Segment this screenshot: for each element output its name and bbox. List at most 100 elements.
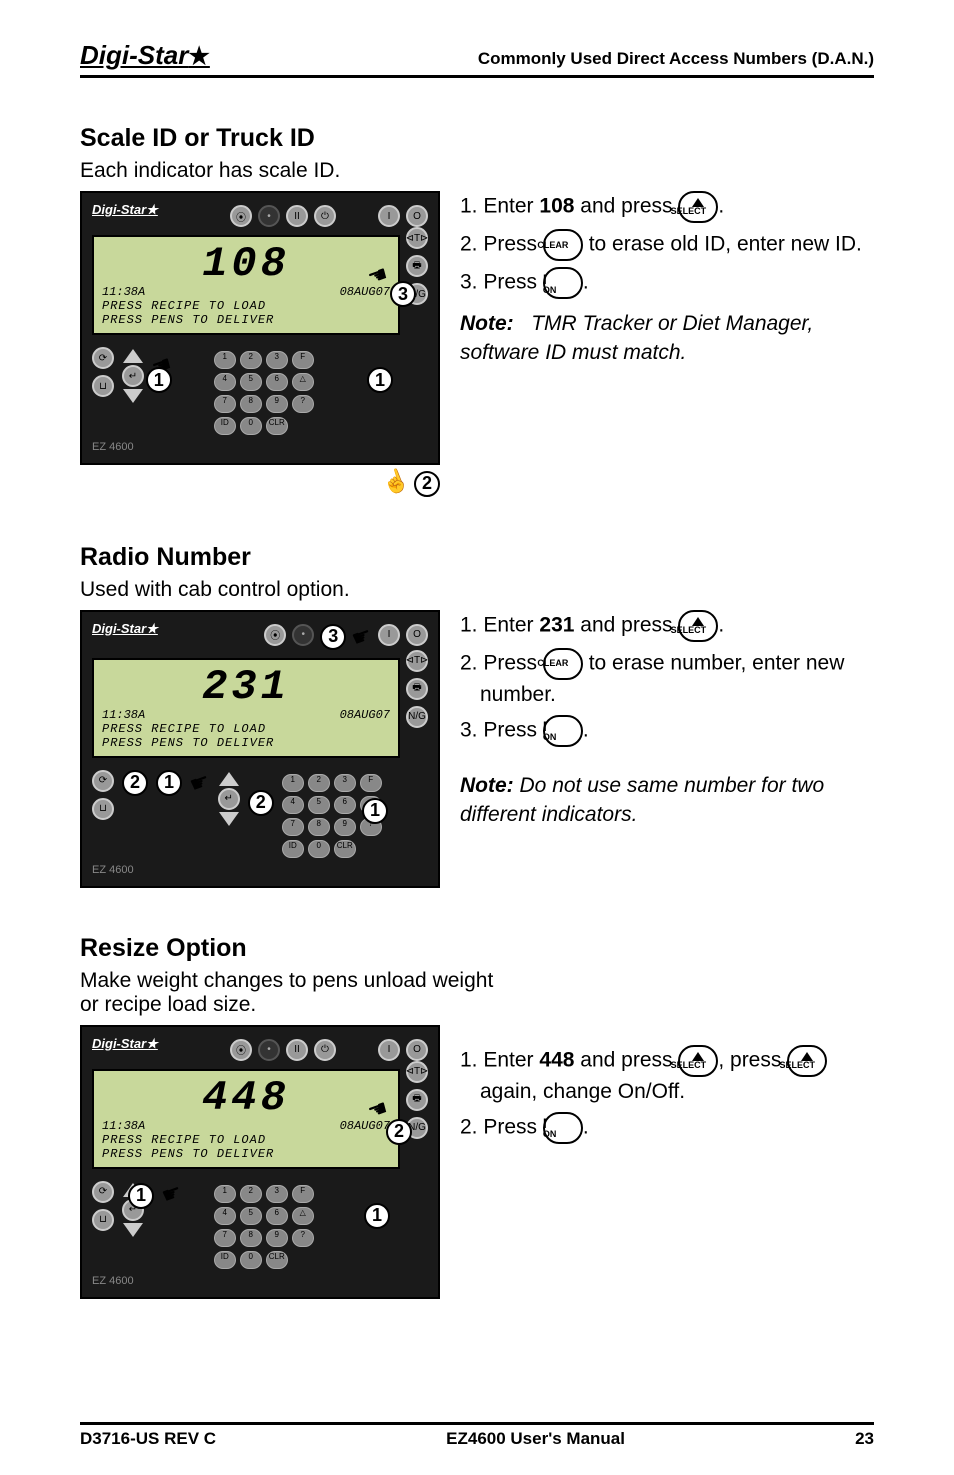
footer-center: EZ4600 User's Manual: [446, 1429, 625, 1449]
clear-icon: CLEAR: [543, 229, 583, 261]
dot-button: •: [258, 205, 280, 227]
tare-button: ⊲T⊳: [406, 1061, 428, 1083]
display-line1: PRESS RECIPE TO LOAD: [102, 1133, 390, 1147]
display-value: 448: [102, 1077, 390, 1119]
pens-button: ⊔: [92, 798, 114, 820]
off-button: O: [406, 205, 428, 227]
device-model: EZ 4600: [92, 1275, 428, 1287]
down-arrow-icon: [123, 1223, 143, 1237]
logo-text: Digi-Star: [80, 40, 188, 70]
step-badge-3: 3: [390, 281, 416, 307]
step-1: 1. Enter 448 and press SELECT, press SEL…: [460, 1045, 874, 1106]
display-time: 11:38A: [102, 1119, 145, 1133]
hand-icon: ☛: [186, 767, 213, 798]
display-line2: PRESS PENS TO DELIVER: [102, 313, 390, 327]
device-illustration: Digi-Star★ ⦿ • II ⏻ I O 448 11:38: [80, 1025, 440, 1299]
section-title: Radio Number: [80, 543, 874, 572]
step-2: 2. Press CLEAR to erase number, enter ne…: [460, 648, 874, 709]
page-footer: D3716-US REV C EZ4600 User's Manual 23: [80, 1422, 874, 1449]
on-off-button: ⏻: [314, 1039, 336, 1061]
device-logo: Digi-Star★: [92, 1036, 158, 1051]
device-display: 108 11:38A 08AUG07 PRESS RECIPE TO LOAD …: [92, 235, 400, 335]
section-resize-option: Resize Option Make weight changes to pen…: [80, 934, 874, 1299]
keypad: 123F 456△ 789? ID0CLR: [214, 351, 314, 435]
device-model: EZ 4600: [92, 864, 428, 876]
note: Note: TMR Tracker or Diet Manager, softw…: [460, 309, 874, 368]
step-badge-2b: 2: [248, 790, 274, 816]
zero-button: ⦿: [230, 205, 252, 227]
dot-button: •: [258, 1039, 280, 1061]
footer-right: 23: [855, 1429, 874, 1449]
step-3: 3. Press ION.: [460, 715, 874, 747]
clear-key: CLR: [266, 417, 288, 435]
on-icon: ION: [543, 1112, 583, 1144]
section-title: Resize Option: [80, 934, 874, 963]
recipe-button: ⟳: [92, 347, 114, 369]
note: Note: Do not use same number for two dif…: [460, 771, 874, 830]
hand-icon: ☝: [379, 465, 414, 499]
step-badge-2: 2: [122, 770, 148, 796]
hand-icon: ☛: [348, 621, 375, 652]
on-off-button: ⏻: [314, 205, 336, 227]
enter-button: ↵: [218, 788, 240, 810]
select-icon: SELECT: [787, 1045, 827, 1077]
step-badge-1: 1: [364, 1203, 390, 1229]
zero-button: ⦿: [230, 1039, 252, 1061]
section-scale-id: Scale ID or Truck ID Each indicator has …: [80, 124, 874, 497]
device-display: 448 11:38A 08AUG07 PRESS RECIPE TO LOAD …: [92, 1069, 400, 1169]
select-icon: SELECT: [678, 1045, 718, 1077]
on-icon: ION: [543, 267, 583, 299]
hold-button: II: [286, 205, 308, 227]
step-badge-3: 3: [320, 624, 346, 650]
on-icon: ION: [543, 715, 583, 747]
down-arrow-icon: [123, 389, 143, 403]
device-illustration: Digi-Star★ ⦿ • 3 ☛ I O 231 11:38A: [80, 610, 440, 888]
step-1: 1. Enter 108 and press SELECT.: [460, 191, 874, 223]
select-key: △: [292, 373, 314, 391]
footer-left: D3716-US REV C: [80, 1429, 216, 1449]
display-value: 231: [102, 666, 390, 708]
display-line1: PRESS RECIPE TO LOAD: [102, 299, 390, 313]
display-line1: PRESS RECIPE TO LOAD: [102, 722, 390, 736]
display-time: 11:38A: [102, 285, 145, 299]
step-badge-1b: 1: [156, 770, 182, 796]
hand-icon: ☛: [158, 1178, 185, 1209]
on-button: I: [378, 205, 400, 227]
zero-button: ⦿: [264, 624, 286, 646]
on-button: I: [378, 624, 400, 646]
on-button: I: [378, 1039, 400, 1061]
select-icon: SELECT: [678, 610, 718, 642]
device-display: 231 11:38A 08AUG07 PRESS RECIPE TO LOAD …: [92, 658, 400, 758]
tare-button: ⊲T⊳: [406, 650, 428, 672]
section-title: Scale ID or Truck ID: [80, 124, 874, 153]
enter-button: ↵: [122, 365, 144, 387]
page-header: Digi-Star★ Commonly Used Direct Access N…: [80, 40, 874, 78]
section-radio-number: Radio Number Used with cab control optio…: [80, 543, 874, 888]
display-time: 11:38A: [102, 708, 145, 722]
step-badge-1b: 1: [146, 367, 172, 393]
step-3: 3. Press ION.: [460, 267, 874, 299]
net-gross-button: N/G: [406, 706, 428, 728]
print-button: 🖶: [406, 678, 428, 700]
instructions: 1. Enter 231 and press SELECT. 2. Press …: [460, 610, 874, 888]
note-label: Note:: [460, 312, 514, 335]
step-2: 2. Press CLEAR to erase old ID, enter ne…: [460, 229, 874, 261]
display-date: 08AUG07: [340, 708, 390, 722]
logo-star-icon: ★: [188, 43, 210, 70]
device-logo: Digi-Star★: [92, 621, 158, 636]
device-logo: Digi-Star★: [92, 202, 158, 217]
up-arrow-icon: [219, 772, 239, 786]
note-label: Note:: [460, 774, 514, 797]
tare-button: ⊲T⊳: [406, 227, 428, 249]
section-subtitle: Used with cab control option.: [80, 578, 874, 602]
section-subtitle: Make weight changes to pens unload weigh…: [80, 969, 500, 1017]
section-subtitle: Each indicator has scale ID.: [80, 159, 874, 183]
pens-button: ⊔: [92, 375, 114, 397]
keypad: 123F 456△ 789? ID0CLR: [214, 1185, 314, 1269]
print-button: 🖶: [406, 1089, 428, 1111]
recipe-button: ⟳: [92, 770, 114, 792]
step-badge-1b: 1: [128, 1183, 154, 1209]
step-badge-1: 1: [367, 367, 393, 393]
device-model: EZ 4600: [92, 441, 428, 453]
hand-icon: ☚: [364, 260, 391, 291]
